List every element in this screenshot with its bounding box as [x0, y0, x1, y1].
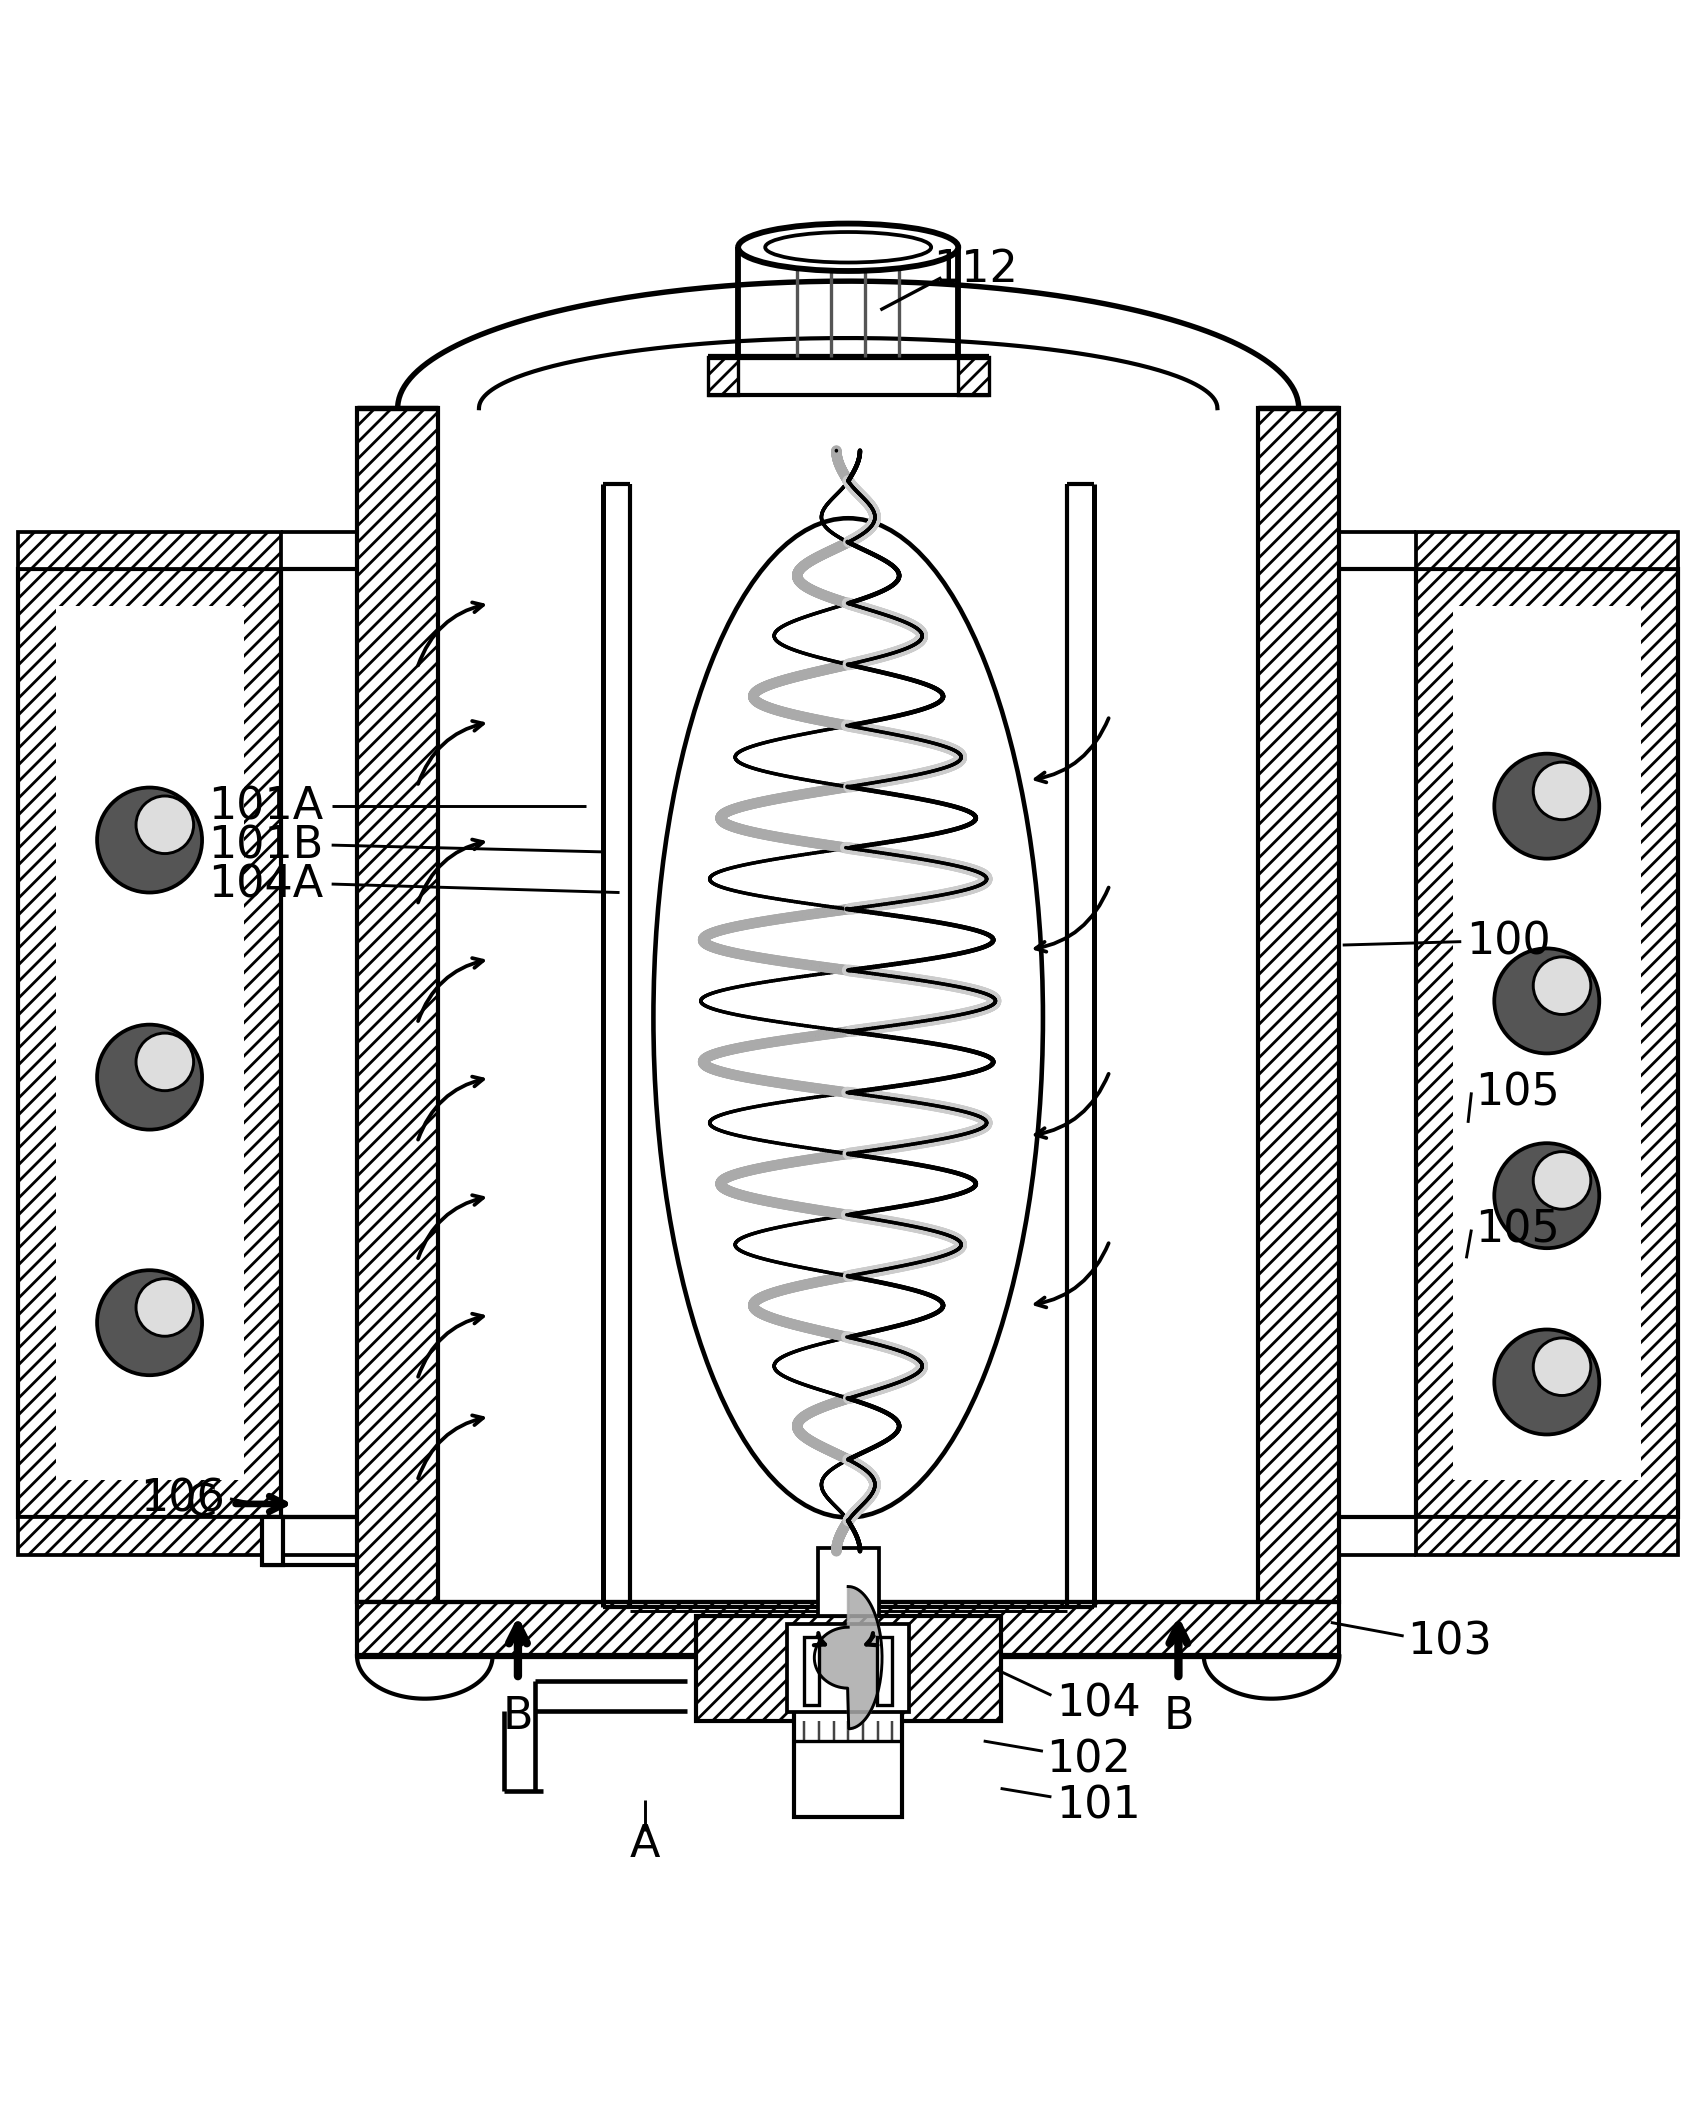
Circle shape [1533, 1338, 1591, 1395]
Text: A: A [629, 1822, 660, 1866]
Text: 106: 106 [141, 1477, 226, 1521]
Bar [804, 1637, 819, 1704]
Circle shape [97, 787, 202, 892]
Text: B: B [502, 1694, 533, 1738]
Circle shape [97, 1025, 202, 1130]
Bar [707, 358, 738, 396]
Bar [19, 1517, 282, 1555]
Circle shape [1494, 1330, 1599, 1435]
Bar [19, 532, 282, 570]
Circle shape [136, 795, 193, 854]
Text: 101B: 101B [209, 825, 324, 867]
Bar [1414, 532, 1677, 570]
Text: 101A: 101A [209, 785, 324, 829]
Bar [787, 1624, 909, 1713]
Bar [263, 1517, 283, 1565]
Text: 102: 102 [1046, 1738, 1131, 1782]
Bar [817, 1549, 879, 1616]
Circle shape [1494, 753, 1599, 858]
Bar [958, 358, 989, 396]
Text: 104A: 104A [209, 863, 324, 907]
Bar [1414, 570, 1677, 1517]
Bar [1414, 1517, 1677, 1555]
Text: C: C [185, 1483, 217, 1525]
Text: 101: 101 [1057, 1784, 1141, 1826]
Bar [1452, 606, 1640, 1481]
Bar [356, 1603, 1340, 1656]
Circle shape [1533, 762, 1591, 821]
Circle shape [1533, 1151, 1591, 1210]
Circle shape [136, 1033, 193, 1092]
Ellipse shape [765, 234, 931, 263]
Bar [56, 606, 244, 1481]
Bar [356, 408, 438, 1603]
Bar [794, 1645, 902, 1818]
Text: 105: 105 [1474, 1208, 1559, 1252]
Circle shape [136, 1279, 193, 1336]
Text: 100: 100 [1465, 919, 1550, 964]
Circle shape [1494, 1142, 1599, 1248]
Polygon shape [814, 1586, 882, 1729]
Ellipse shape [738, 223, 958, 271]
Circle shape [1494, 949, 1599, 1054]
Bar [1258, 408, 1340, 1603]
Circle shape [97, 1271, 202, 1376]
Text: 103: 103 [1406, 1620, 1491, 1662]
Text: 112: 112 [933, 248, 1018, 290]
Bar [877, 1637, 892, 1704]
Circle shape [1533, 957, 1591, 1014]
Text: 104: 104 [1057, 1683, 1141, 1725]
Text: B: B [1163, 1694, 1194, 1738]
Bar [19, 570, 282, 1517]
Bar [695, 1616, 1001, 1721]
Text: 105: 105 [1474, 1071, 1559, 1115]
